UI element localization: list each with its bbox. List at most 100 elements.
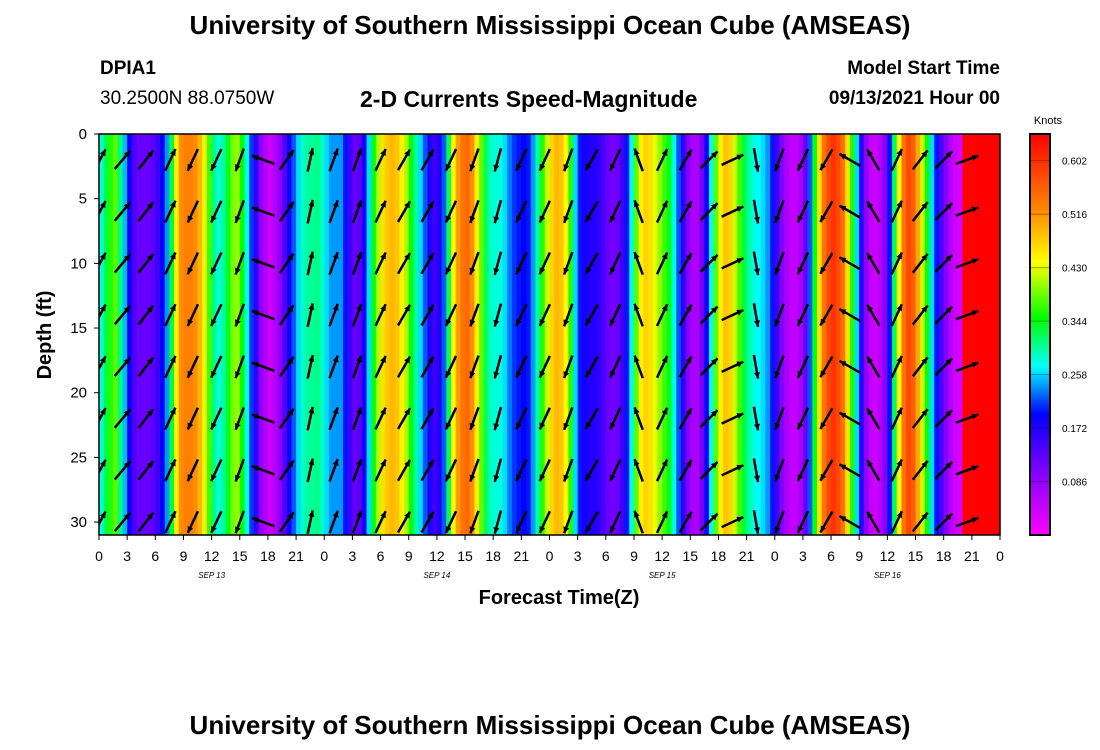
heatmap-cell xyxy=(910,134,917,535)
heatmap-cell xyxy=(554,134,560,535)
current-arrow xyxy=(796,355,810,379)
date-label: SEP 16 xyxy=(874,571,901,580)
current-arrow xyxy=(278,511,295,533)
current-arrow xyxy=(396,407,412,430)
current-arrow xyxy=(678,148,693,171)
current-arrow xyxy=(396,355,412,378)
current-arrow xyxy=(396,459,412,482)
heatmap-cell xyxy=(849,134,856,535)
current-arrow xyxy=(374,303,387,327)
heatmap-cell xyxy=(324,134,330,535)
current-arrow xyxy=(678,355,693,378)
heatmap-cell xyxy=(882,134,888,535)
x-tick-label: 3 xyxy=(799,548,807,564)
current-arrow xyxy=(420,200,435,223)
heatmap-cell xyxy=(704,134,710,535)
heatmap-cell xyxy=(957,134,964,535)
current-arrow xyxy=(420,148,435,171)
heatmap-cell xyxy=(671,134,677,535)
current-arrow xyxy=(838,514,861,530)
x-tick-label: 0 xyxy=(996,548,1004,564)
heatmap-cell xyxy=(314,134,321,535)
current-arrow xyxy=(699,512,719,532)
current-arrow xyxy=(234,510,246,534)
heatmap-cell xyxy=(859,134,865,535)
current-arrow xyxy=(251,465,275,476)
current-arrow xyxy=(278,149,295,171)
current-arrow xyxy=(838,152,861,167)
x-tick-label: 6 xyxy=(151,548,159,564)
heatmap-cell xyxy=(174,134,180,535)
current-arrow xyxy=(278,201,295,223)
heatmap-cell xyxy=(784,134,790,535)
current-arrow xyxy=(396,252,412,275)
heatmap-cell xyxy=(568,134,574,535)
heatmap-cell xyxy=(160,134,166,535)
current-arrow xyxy=(469,303,480,327)
current-arrow xyxy=(515,407,528,430)
y-tick-label: 10 xyxy=(70,255,87,272)
current-arrow xyxy=(328,458,339,483)
x-tick-label: 15 xyxy=(457,548,473,564)
current-arrow xyxy=(838,411,861,426)
y-tick-label: 20 xyxy=(70,385,87,402)
heatmap-cell xyxy=(863,134,870,535)
heatmap-cell xyxy=(404,134,410,535)
heatmap-cell xyxy=(230,134,236,535)
current-arrow xyxy=(866,252,881,275)
current-arrow xyxy=(278,459,295,481)
current-arrow xyxy=(493,406,503,431)
current-arrow xyxy=(633,148,644,172)
current-arrow xyxy=(633,355,644,379)
heatmap-cell xyxy=(108,134,114,535)
x-tick-label: 18 xyxy=(936,548,952,564)
current-arrow xyxy=(562,458,574,483)
x-tick-label: 0 xyxy=(95,548,103,564)
heatmap-cell xyxy=(540,134,546,535)
current-arrow xyxy=(633,303,644,327)
current-arrow xyxy=(396,200,412,223)
heatmap-cell xyxy=(239,134,246,535)
heatmap-cell xyxy=(629,134,635,535)
heatmap-cell xyxy=(258,134,264,535)
current-arrow xyxy=(911,356,929,378)
current-arrow xyxy=(251,206,275,217)
current-arrow xyxy=(306,458,315,483)
heatmap-cell xyxy=(136,134,142,535)
heatmap-cell xyxy=(854,134,860,535)
current-arrow xyxy=(752,303,760,328)
heatmap-cell xyxy=(896,134,903,535)
heatmap-cell xyxy=(131,134,138,535)
current-arrow xyxy=(934,150,954,170)
current-arrow xyxy=(774,458,785,483)
current-arrows-layer xyxy=(99,147,979,535)
current-arrow xyxy=(234,148,246,172)
current-arrow xyxy=(633,251,644,276)
heatmap-cell xyxy=(380,134,386,535)
current-arrow xyxy=(251,154,275,166)
date-label: SEP 15 xyxy=(649,571,676,580)
heatmap-cell xyxy=(558,134,565,535)
heatmap-cell xyxy=(122,134,128,535)
current-arrow xyxy=(608,510,622,534)
current-arrow xyxy=(137,149,155,171)
current-arrow xyxy=(890,355,903,379)
current-arrow xyxy=(278,304,295,326)
current-arrow xyxy=(911,149,929,171)
current-arrow xyxy=(562,510,574,534)
colorbar-tick-label: 0.172 xyxy=(1062,424,1087,435)
heatmap-cell xyxy=(361,134,368,535)
x-tick-label: 15 xyxy=(682,548,698,564)
current-arrow xyxy=(234,355,246,379)
heatmap-cell xyxy=(976,134,982,535)
current-arrow xyxy=(866,200,881,223)
current-arrow xyxy=(278,252,295,274)
current-arrow xyxy=(819,355,834,378)
current-arrow xyxy=(774,510,785,534)
heatmap-cell xyxy=(868,134,874,535)
current-arrow xyxy=(234,251,246,276)
model-start-label: Model Start Time xyxy=(847,58,1000,79)
current-arrow xyxy=(721,464,744,477)
current-arrow xyxy=(374,148,387,172)
current-arrow xyxy=(493,354,503,379)
